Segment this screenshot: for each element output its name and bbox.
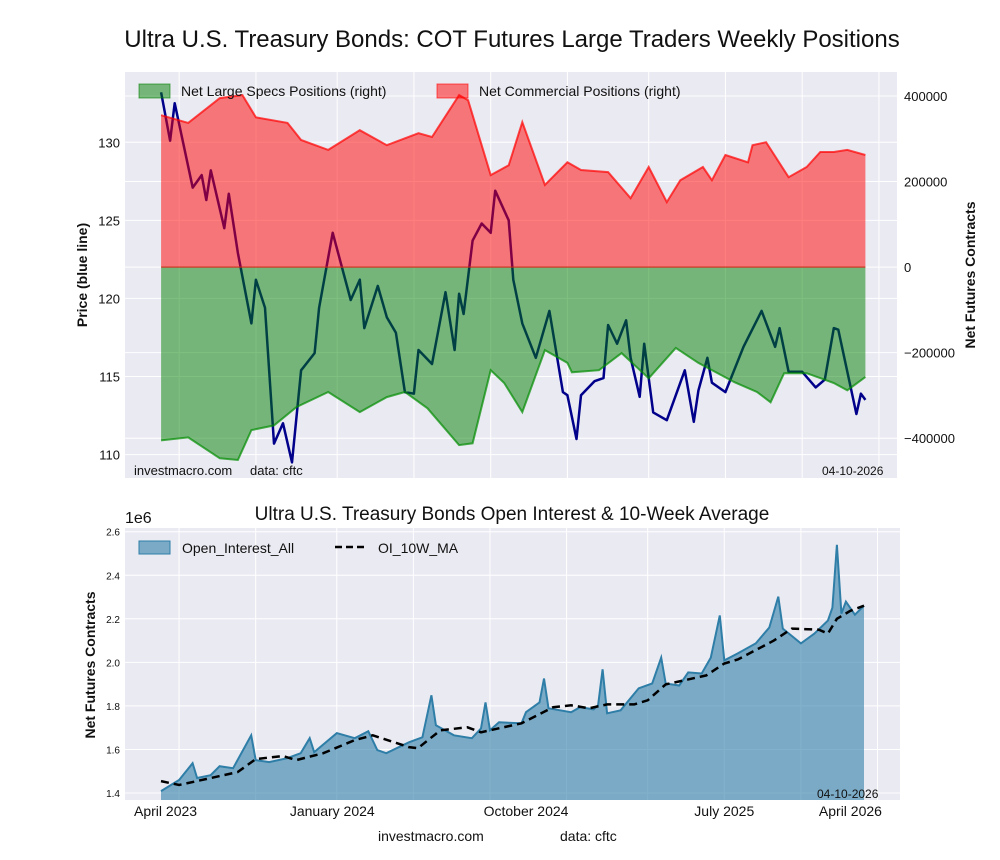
price-axis-label: Price (blue line) [74, 223, 90, 327]
main-title: Ultra U.S. Treasury Bonds: COT Futures L… [124, 26, 899, 53]
legend-label-open-interest: Open_Interest_All [182, 540, 294, 556]
y-tick-label: 2.2 [106, 615, 120, 626]
x-tick-label: October 2024 [484, 803, 569, 819]
x-tick-label: July 2025 [694, 803, 754, 819]
date-axis-ticks: April 2023 January 2024 October 2024 July 2… [134, 803, 882, 819]
open-interest-chart: Ultra U.S. Treasury Bonds Open Interest … [82, 504, 900, 819]
open-interest-axis-label: Net Futures Contracts [82, 591, 98, 738]
positions-tick-label: −200000 [904, 346, 955, 361]
positions-axis-label: Net Futures Contracts [962, 201, 978, 348]
y-tick-label: 2.0 [106, 658, 120, 669]
legend-label-commercial: Net Commercial Positions (right) [479, 83, 681, 99]
specs-area [161, 267, 866, 460]
y-tick-label: 2.4 [106, 571, 120, 582]
specs-line [160, 346, 866, 462]
price-tick-label: 115 [99, 370, 120, 385]
legend-label-ma: OI_10W_MA [378, 540, 459, 556]
commercial-area [161, 95, 866, 268]
open-interest-date-annotation: 04-10-2026 [817, 787, 879, 801]
y-tick-label: 1.8 [106, 702, 120, 713]
positions-axis-ticks: 400000 200000 0 −200000 −400000 [904, 89, 955, 446]
positions-tick-label: 200000 [904, 175, 947, 190]
commercial-line [160, 93, 866, 205]
price-axis-ticks: 110 115 120 125 130 [98, 135, 120, 462]
open-interest-line [160, 544, 865, 792]
x-tick-label: April 2026 [819, 803, 882, 819]
legend-swatch-commercial [436, 83, 469, 99]
positions-tick-label: 400000 [904, 89, 947, 104]
data-annotation: data: cftc [250, 463, 303, 478]
legend-swatch-open-interest [138, 540, 171, 555]
positions-legend: Net Large Specs Positions (right) Net Co… [138, 83, 681, 99]
ma-line [160, 604, 865, 787]
positions-chart: Net Large Specs Positions (right) Net Co… [74, 72, 978, 478]
price-tick-label: 130 [98, 135, 120, 150]
x-tick-label: January 2024 [290, 803, 375, 819]
y-tick-label: 1.6 [106, 745, 120, 756]
price-tick-label: 110 [99, 448, 120, 463]
y-tick-label: 2.6 [106, 528, 120, 539]
x-tick-label: April 2023 [134, 803, 197, 819]
price-tick-label: 125 [98, 213, 120, 228]
legend-label-specs: Net Large Specs Positions (right) [181, 83, 386, 99]
price-tick-label: 120 [98, 291, 120, 306]
date-annotation: 04-10-2026 [822, 464, 884, 478]
footer-source: investmacro.com [378, 828, 484, 844]
legend-swatch-specs [138, 83, 171, 99]
open-interest-legend: Open_Interest_All OI_10W_MA [138, 540, 459, 556]
open-interest-y-ticks: 1.4 1.6 1.8 2.0 2.2 2.4 2.6 [106, 528, 120, 800]
positions-tick-label: −400000 [904, 431, 955, 446]
positions-marks [159, 92, 867, 464]
positions-tick-label: 0 [904, 260, 911, 275]
open-interest-title: Ultra U.S. Treasury Bonds Open Interest … [255, 504, 770, 525]
open-interest-area [161, 544, 864, 800]
source-annotation: investmacro.com [134, 463, 232, 478]
footer-data: data: cftc [560, 828, 617, 844]
open-interest-marks [160, 544, 865, 800]
y-tick-label: 1.4 [106, 789, 120, 800]
y-scale-label: 1e6 [125, 510, 152, 527]
